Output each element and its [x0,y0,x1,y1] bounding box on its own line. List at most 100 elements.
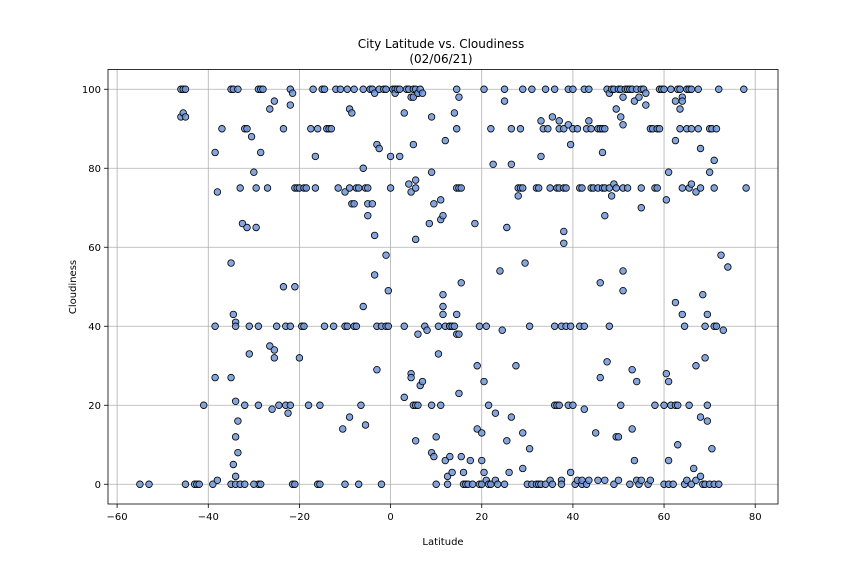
data-point [468,480,477,488]
data-point [439,302,447,311]
data-point [537,117,545,125]
data-point [500,85,509,93]
data-point [350,85,358,93]
data-point [136,480,144,488]
data-point [418,89,427,97]
data-point [623,184,632,192]
data-point [432,480,440,488]
data-point [425,219,434,228]
data-point [671,298,680,307]
data-point [482,322,490,330]
data-point [441,456,449,465]
data-point [630,456,639,465]
data-point [345,413,354,421]
data-point [279,125,288,133]
data-point [427,168,436,176]
data-point [635,93,643,101]
data-point [503,437,511,445]
data-point [291,480,299,488]
data-point [352,322,361,330]
data-point [457,452,465,461]
data-point [434,350,443,358]
data-point [441,136,449,145]
data-point [234,85,242,93]
grid [108,69,778,504]
data-point [382,251,390,259]
data-point [687,125,696,133]
data-point [525,445,534,453]
data-point [455,93,463,101]
data-point [683,476,691,484]
data-point [664,168,673,176]
data-point [339,425,347,433]
data-point [676,85,684,93]
data-point [368,200,377,208]
data-point [211,322,219,330]
data-point [448,468,456,477]
data-point [279,283,288,291]
data-point [566,140,575,149]
data-point [457,279,465,287]
data-point [496,267,504,275]
data-point [341,188,349,196]
data-point [687,85,696,93]
data-point [484,401,493,409]
data-point [439,290,447,299]
data-point [560,239,568,247]
data-point [674,401,682,409]
data-point [619,267,627,275]
x-axis-label: Latitude [422,537,463,548]
data-point [231,433,240,441]
data-point [427,401,436,409]
data-point [637,476,645,484]
data-point [514,192,522,200]
data-point [334,184,342,192]
data-point [450,109,459,117]
data-point [250,168,258,176]
data-point [268,405,276,413]
data-point [503,223,511,232]
data-point [414,401,422,409]
data-point [411,176,420,184]
data-point [234,448,242,457]
data-point [291,283,299,291]
data-point [455,389,463,398]
data-point [519,85,527,93]
data-point [181,85,190,93]
data-point [500,480,509,488]
data-point [434,322,443,330]
data-point [348,109,356,117]
data-point [566,468,575,477]
data-point [701,322,709,330]
data-point [660,85,668,93]
data-point [596,279,604,287]
data-point [569,401,577,409]
data-point [703,310,712,319]
data-point [400,322,408,330]
data-point [250,480,258,488]
data-point [247,132,256,141]
data-point [740,85,748,93]
data-point [537,152,545,161]
data-point [311,152,320,161]
data-point [307,125,315,133]
data-point [245,350,253,358]
x-axis-ticks: −60 −40 −20 0 20 40 60 80 [107,504,762,523]
data-point [521,259,529,267]
data-point [564,121,573,129]
data-point [320,85,329,93]
data-point [614,476,623,484]
data-point [699,290,707,299]
data-point [687,480,696,488]
data-point [455,330,463,338]
data-point [664,456,673,465]
data-point [304,401,313,409]
data-point [678,97,686,105]
data-point [295,354,304,362]
data-point [396,152,404,161]
y-axis-ticks: 0 20 40 60 80 100 [82,85,108,491]
data-point [678,310,686,319]
data-point [507,160,516,168]
data-point [594,476,602,484]
data-point [195,480,203,488]
